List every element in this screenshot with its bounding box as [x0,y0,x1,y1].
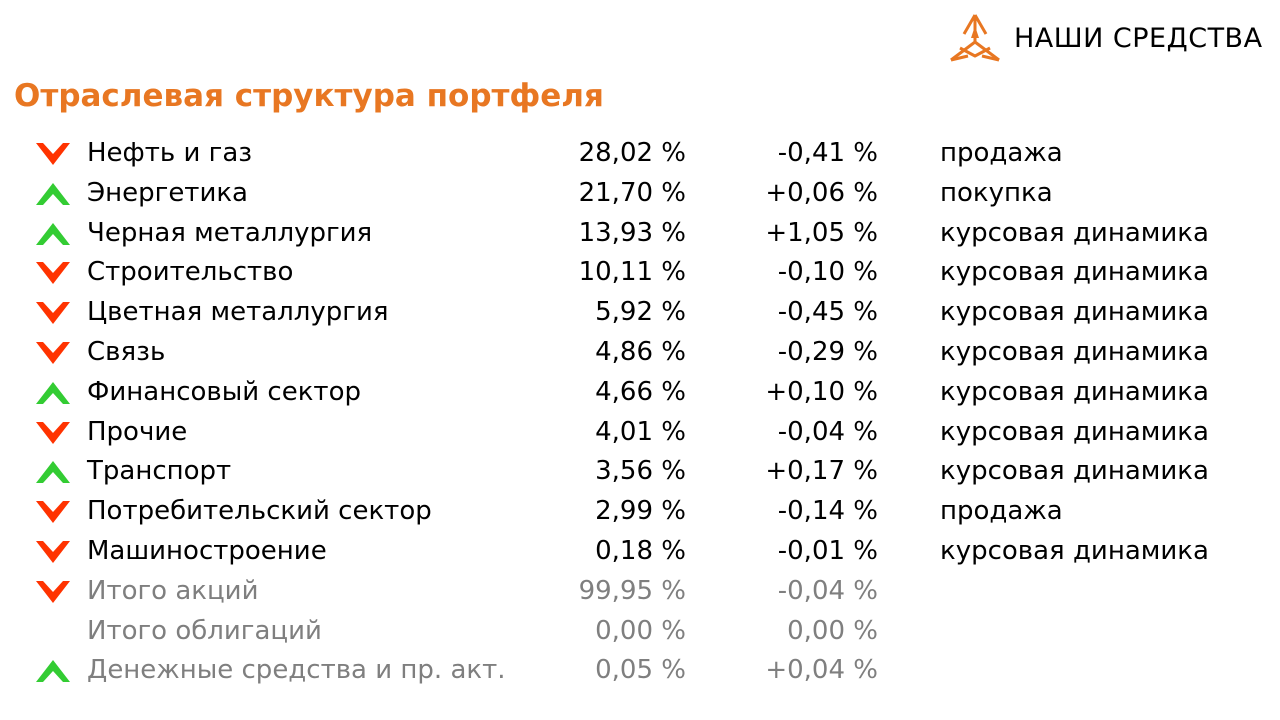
portfolio-share: 0,18 % [595,535,686,566]
nashi-sredstva-logo-icon [950,14,1000,62]
share-change: -0,41 % [777,138,878,168]
total-row: Итого облигаций 0,00 % 0,00 % [0,612,1280,652]
portfolio-share: 4,66 % [595,376,686,407]
share-change: +0,10 % [765,376,878,407]
sector-row: Цветная металлургия 5,92 % -0,45 % курсовая… [0,293,1280,333]
action-label: курсовая динамика [940,416,1209,447]
action-label: курсовая динамика [940,257,1209,288]
portfolio-share: 28,02 % [578,138,686,168]
share-change: +1,05 % [765,217,878,248]
sector-name: Нефть и газ [87,138,253,168]
page-title: Отраслевая структура портфеля [14,78,604,114]
action-label: продажа [940,496,1063,527]
total-row: Денежные средства и пр. акт. 0,05 % +0,04 … [0,651,1280,691]
sector-table: Нефть и газ 28,02 % -0,41 % продажа Энергети… [0,134,1280,691]
sector-row: Нефть и газ 28,02 % -0,41 % продажа [0,134,1280,174]
sector-row: Связь 4,86 % -0,29 % курсовая динамика [0,333,1280,373]
arrow-down-icon [34,340,72,366]
action-label: курсовая динамика [940,535,1209,566]
sector-name: Итого акций [87,575,259,606]
share-change: -0,14 % [777,496,878,527]
sector-row: Транспорт 3,56 % +0,17 % курсовая динамика [0,452,1280,492]
action-label: курсовая динамика [940,297,1209,328]
portfolio-share: 4,86 % [595,336,686,367]
action-label: курсовая динамика [940,217,1209,248]
portfolio-share: 3,56 % [595,456,686,487]
portfolio-share: 0,05 % [595,655,686,686]
sector-row: Строительство 10,11 % -0,10 % курсовая дина… [0,253,1280,293]
sector-row: Черная металлургия 13,93 % +1,05 % курсовая… [0,214,1280,254]
action-label: продажа [940,138,1063,168]
portfolio-share: 0,00 % [595,615,686,646]
share-change: -0,04 % [777,416,878,447]
portfolio-share: 13,93 % [578,217,686,248]
no-trend-placeholder [34,619,72,645]
portfolio-share: 4,01 % [595,416,686,447]
sector-name: Цветная металлургия [87,297,389,328]
sector-name: Денежные средства и пр. акт. [87,655,506,686]
arrow-up-icon [34,459,72,485]
share-change: +0,17 % [765,456,878,487]
arrow-down-icon [34,141,72,167]
share-change: -0,45 % [777,297,878,328]
sector-row: Финансовый сектор 4,66 % +0,10 % курсовая д… [0,373,1280,413]
arrow-up-icon [34,221,72,247]
sector-name: Итого облигаций [87,615,322,646]
sector-name: Связь [87,336,166,367]
portfolio-share: 2,99 % [595,496,686,527]
total-row: Итого акций 99,95 % -0,04 % [0,572,1280,612]
logo-text: НАШИ СРЕДСТВА [1014,22,1263,54]
action-label: покупка [940,177,1053,208]
arrow-up-icon [34,658,72,684]
arrow-down-icon [34,300,72,326]
portfolio-share: 21,70 % [578,177,686,208]
sector-name: Строительство [87,257,294,288]
arrow-down-icon [34,579,72,605]
arrow-up-icon [34,380,72,406]
portfolio-share: 10,11 % [578,257,686,288]
arrow-down-icon [34,260,72,286]
sector-name: Прочие [87,416,188,447]
share-change: -0,10 % [777,257,878,288]
sector-row: Энергетика 21,70 % +0,06 % покупка [0,174,1280,214]
arrow-down-icon [34,499,72,525]
share-change: +0,06 % [765,177,878,208]
sector-name: Энергетика [87,177,248,208]
portfolio-share: 5,92 % [595,297,686,328]
share-change: +0,04 % [765,655,878,686]
sector-name: Черная металлургия [87,217,373,248]
share-change: -0,01 % [777,535,878,566]
action-label: курсовая динамика [940,336,1209,367]
action-label: курсовая динамика [940,376,1209,407]
sector-name: Машиностроение [87,535,327,566]
action-label: курсовая динамика [940,456,1209,487]
share-change: -0,29 % [777,336,878,367]
share-change: -0,04 % [777,575,878,606]
arrow-down-icon [34,420,72,446]
sector-row: Потребительский сектор 2,99 % -0,14 % прода… [0,492,1280,532]
arrow-up-icon [34,181,72,207]
share-change: 0,00 % [787,615,878,646]
sector-row: Прочие 4,01 % -0,04 % курсовая динамика [0,413,1280,453]
sector-row: Машиностроение 0,18 % -0,01 % курсовая дина… [0,532,1280,572]
sector-name: Транспорт [87,456,232,487]
sector-name: Финансовый сектор [87,376,361,407]
sector-name: Потребительский сектор [87,496,432,527]
portfolio-share: 99,95 % [578,575,686,606]
arrow-down-icon [34,539,72,565]
logo: НАШИ СРЕДСТВА [946,12,1263,64]
